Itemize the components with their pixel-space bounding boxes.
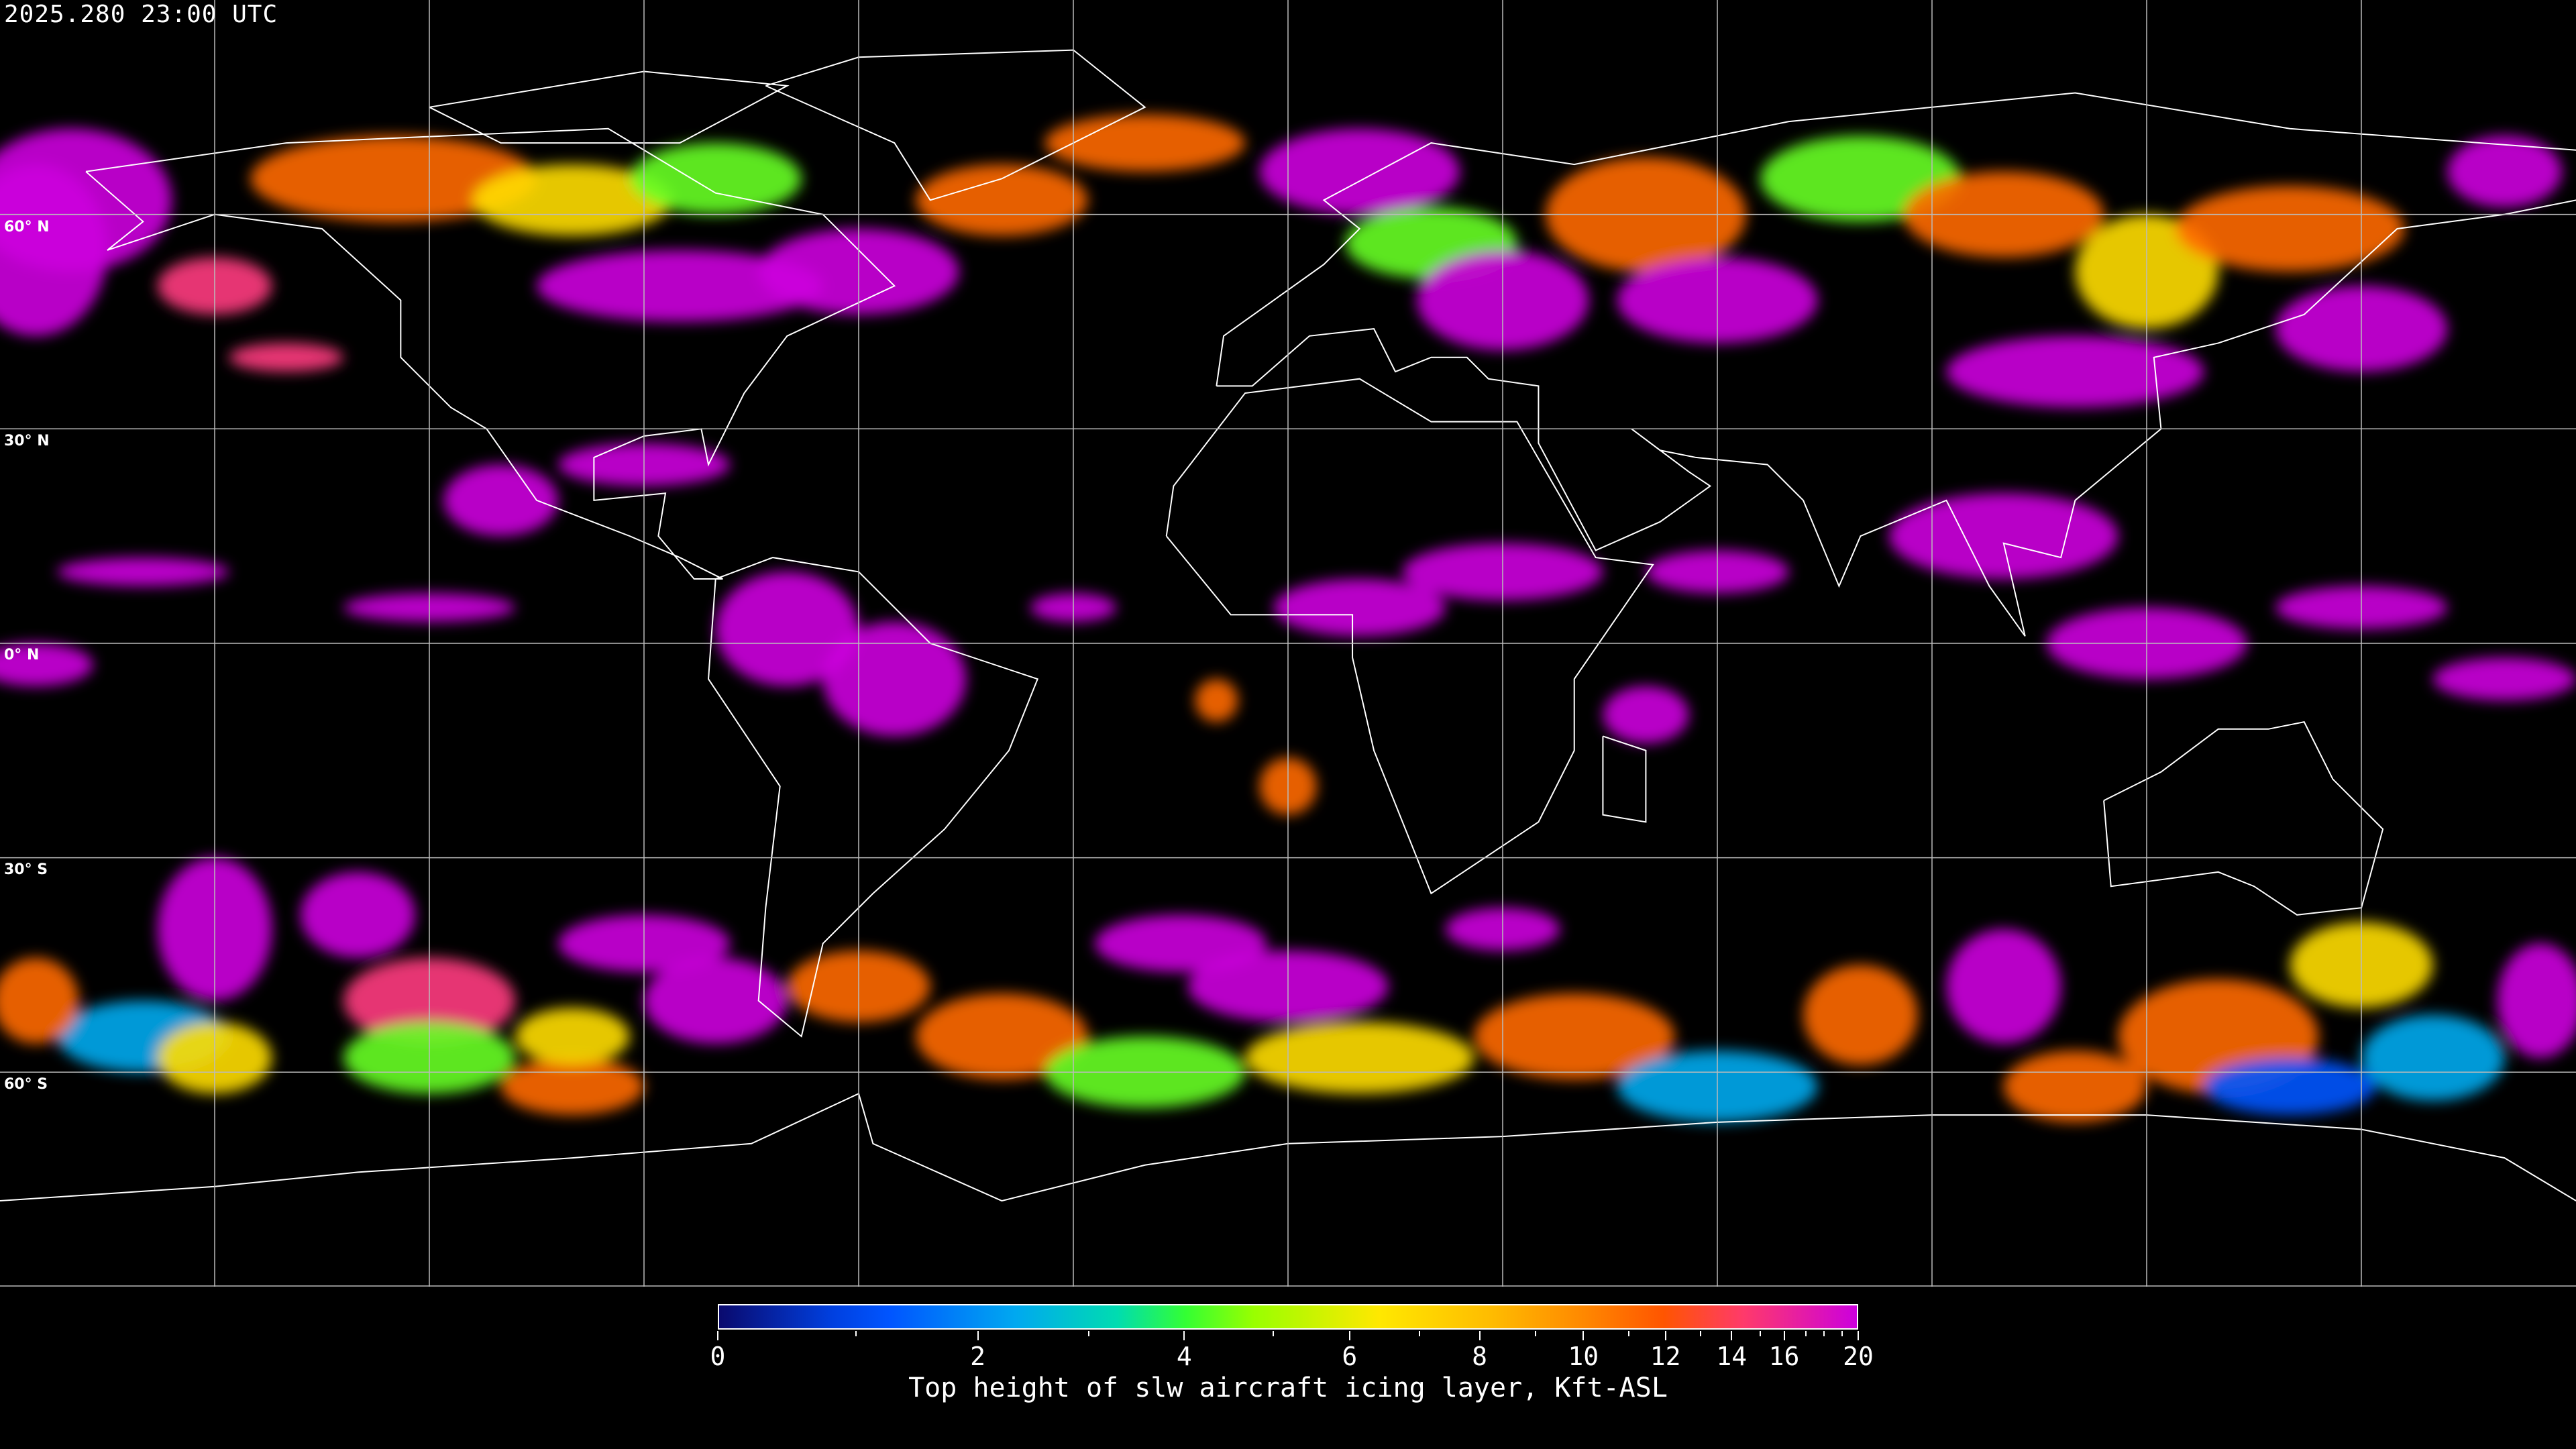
icing-patch [916,993,1088,1079]
graticule [0,0,2576,1287]
lat-label-0n: 0° N [4,647,40,663]
tick-label: 16 [1768,1342,1800,1371]
icing-patch [443,464,559,537]
tick-label: 2 [970,1342,986,1371]
lat-label-30s: 30° S [4,861,48,878]
coastline [0,1092,2576,1202]
minor-tick [1628,1331,1630,1336]
icing-patch [1095,914,1267,973]
icing-patch [1195,679,1238,722]
icing-patch [537,250,823,322]
icing-patch [57,557,229,586]
icing-patch [0,164,107,336]
icing-patch [1603,686,1689,744]
icing-patch [0,957,79,1044]
icing-patch [1474,993,1675,1079]
minor-tick [1805,1331,1807,1336]
icing-patch [0,643,93,686]
icing-patch [644,957,788,1044]
major-tick [977,1331,979,1340]
coastline [1216,199,2576,637]
lat-label-60n: 60° N [4,219,50,235]
icing-patch [1803,965,1918,1065]
lat-label-30n: 30° N [4,433,50,449]
major-tick [1479,1331,1481,1340]
icing-patch [1044,114,1246,172]
tick-label: 4 [1176,1342,1192,1371]
icing-patch [2497,943,2576,1059]
icing-patch [2204,1057,2376,1116]
icing-patch [229,343,344,372]
coastline [1602,735,1647,823]
tick-label: 12 [1650,1342,1681,1371]
icing-patch [2003,1051,2147,1122]
icing-patch [472,164,673,236]
icing-patch [916,164,1088,236]
icing-patch [2175,185,2405,272]
minor-tick [1087,1331,1089,1336]
minor-tick [1841,1331,1843,1336]
icing-patch [2361,1014,2505,1101]
lat-label-60s: 60° S [4,1076,48,1093]
icing-patch [1946,335,2204,408]
icing-patch [1273,579,1446,637]
major-tick [1731,1331,1733,1340]
tick-label: 6 [1342,1342,1358,1371]
icing-patch [715,572,859,686]
major-tick [1582,1331,1585,1340]
icing-patch [1245,1022,1474,1094]
tick-label: 20 [1843,1342,1874,1371]
minor-tick [1823,1331,1825,1336]
icing-patch [629,143,802,215]
minor-tick [1418,1331,1420,1336]
icing-patch [2432,657,2576,701]
minor-tick [1534,1331,1536,1336]
tick-label: 0 [710,1342,726,1371]
major-tick [1858,1331,1859,1340]
tick-label: 14 [1716,1342,1748,1371]
major-tick [1664,1331,1666,1340]
major-tick [1783,1331,1785,1340]
major-tick [1183,1331,1185,1340]
minor-tick [1759,1331,1761,1336]
coastline [708,557,1039,1038]
minor-tick [855,1331,857,1336]
tick-label: 10 [1568,1342,1599,1371]
coastline [1216,92,2576,386]
coastline [429,70,790,144]
coastline [85,127,896,580]
minor-tick [1272,1331,1274,1336]
icing-patch [1259,128,1460,215]
icing-patch [1889,493,2118,580]
colorbar [718,1304,1858,1330]
icing-patch [250,136,537,222]
coastline [2103,721,2384,916]
colorbar-label: Top height of slw aircraft icing layer, … [908,1373,1668,1403]
minor-tick [1700,1331,1702,1336]
colorbar-ticks: 0 2 4 6 8 10 12 14 16 20 [710,1331,1874,1385]
coastline [1165,378,1654,895]
major-tick [717,1331,718,1340]
icing-patch [301,871,415,958]
icing-patch [822,621,967,737]
icing-patch [500,1057,645,1116]
icing-patch [515,1008,630,1065]
icing-patch [2447,136,2562,208]
timestamp-title: 2025.280 23:00 UTC [4,1,278,28]
major-tick [1348,1331,1350,1340]
tick-label: 8 [1472,1342,1488,1371]
icing-patch [1946,929,2061,1044]
icing-map [0,0,2576,1287]
